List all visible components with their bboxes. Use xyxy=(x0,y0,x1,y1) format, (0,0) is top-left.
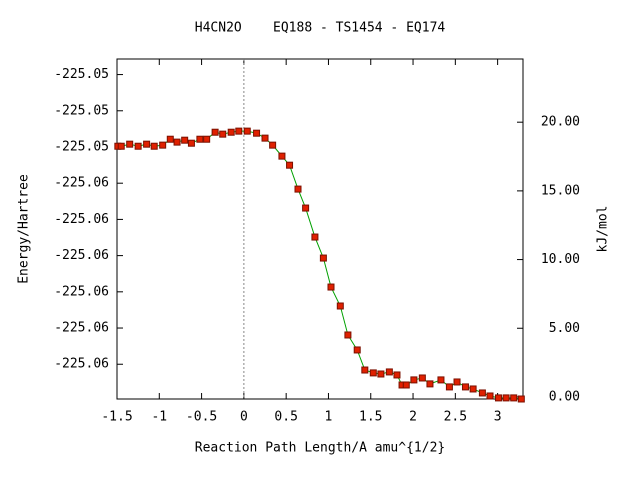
point xyxy=(143,140,151,148)
point xyxy=(311,233,319,241)
x-tick-label: -1.5 xyxy=(101,410,132,425)
y-tick-label: -225.06 xyxy=(54,248,109,263)
point xyxy=(369,369,377,377)
point xyxy=(437,376,445,384)
point xyxy=(478,389,486,397)
y-tick-label: -225.06 xyxy=(54,284,109,299)
y2-tick-label: 20.00 xyxy=(541,115,580,130)
point xyxy=(134,142,142,150)
point xyxy=(319,254,327,262)
y2-tick-label: 0.00 xyxy=(549,389,580,404)
point xyxy=(117,142,125,150)
y-axis-label: Energy/Hartree xyxy=(17,174,32,284)
point xyxy=(227,128,235,136)
y-tick-label: -225.05 xyxy=(54,67,109,82)
point xyxy=(393,371,401,379)
x-tick-label: 0.5 xyxy=(274,410,297,425)
point xyxy=(445,383,453,391)
point xyxy=(196,135,204,143)
y-tick-label: -225.05 xyxy=(54,139,109,154)
point xyxy=(166,135,174,143)
y2-tick-label: 15.00 xyxy=(541,183,580,198)
point xyxy=(278,152,286,160)
point xyxy=(418,374,426,382)
y-tick-label: -225.06 xyxy=(54,357,109,372)
x-tick-label: -0.5 xyxy=(186,410,217,425)
x-tick-label: 2 xyxy=(409,410,417,425)
point xyxy=(486,392,494,400)
y-tick-label: -225.05 xyxy=(54,103,109,118)
y-tick-label: -225.06 xyxy=(54,321,109,336)
point xyxy=(126,140,134,148)
point xyxy=(181,136,189,144)
point xyxy=(502,394,510,402)
plot-frame xyxy=(116,58,524,400)
point xyxy=(159,141,167,149)
point xyxy=(253,129,261,137)
point xyxy=(203,135,211,143)
point xyxy=(426,380,434,388)
point xyxy=(187,139,195,147)
point xyxy=(286,161,294,169)
y2-tick-label: 10.00 xyxy=(541,252,580,267)
y2-tick-label: 5.00 xyxy=(549,321,580,336)
point xyxy=(410,376,418,384)
point xyxy=(327,283,335,291)
x-tick-label: -1 xyxy=(151,410,167,425)
point xyxy=(453,378,461,386)
point xyxy=(261,134,269,142)
point xyxy=(235,127,243,135)
point xyxy=(219,130,227,138)
point xyxy=(361,366,369,374)
x-tick-label: 1.5 xyxy=(359,410,382,425)
y-tick-label: -225.06 xyxy=(54,176,109,191)
x-tick-label: 0 xyxy=(240,410,248,425)
point xyxy=(517,395,525,403)
x-tick-label: 1 xyxy=(325,410,333,425)
series-line xyxy=(117,130,522,400)
point xyxy=(211,128,219,136)
point xyxy=(150,142,158,150)
x-tick-label: 3 xyxy=(494,410,502,425)
point xyxy=(173,138,181,146)
point xyxy=(377,370,385,378)
point xyxy=(336,302,344,310)
point xyxy=(302,204,310,212)
point xyxy=(385,368,393,376)
x-tick-label: 2.5 xyxy=(444,410,467,425)
point xyxy=(510,394,518,402)
point xyxy=(402,381,410,389)
point xyxy=(469,385,477,393)
point xyxy=(461,383,469,391)
point xyxy=(494,394,502,402)
point xyxy=(243,127,251,135)
x-axis-label: Reaction Path Length/A amu^{1/2} xyxy=(195,441,445,456)
point xyxy=(294,185,302,193)
y-tick-label: -225.06 xyxy=(54,212,109,227)
point xyxy=(269,141,277,149)
chart-title: H4CN2O EQ188 - TS1454 - EQ174 xyxy=(195,21,446,36)
point xyxy=(344,331,352,339)
point xyxy=(353,346,361,354)
y2-axis-label: kJ/mol xyxy=(596,206,611,253)
